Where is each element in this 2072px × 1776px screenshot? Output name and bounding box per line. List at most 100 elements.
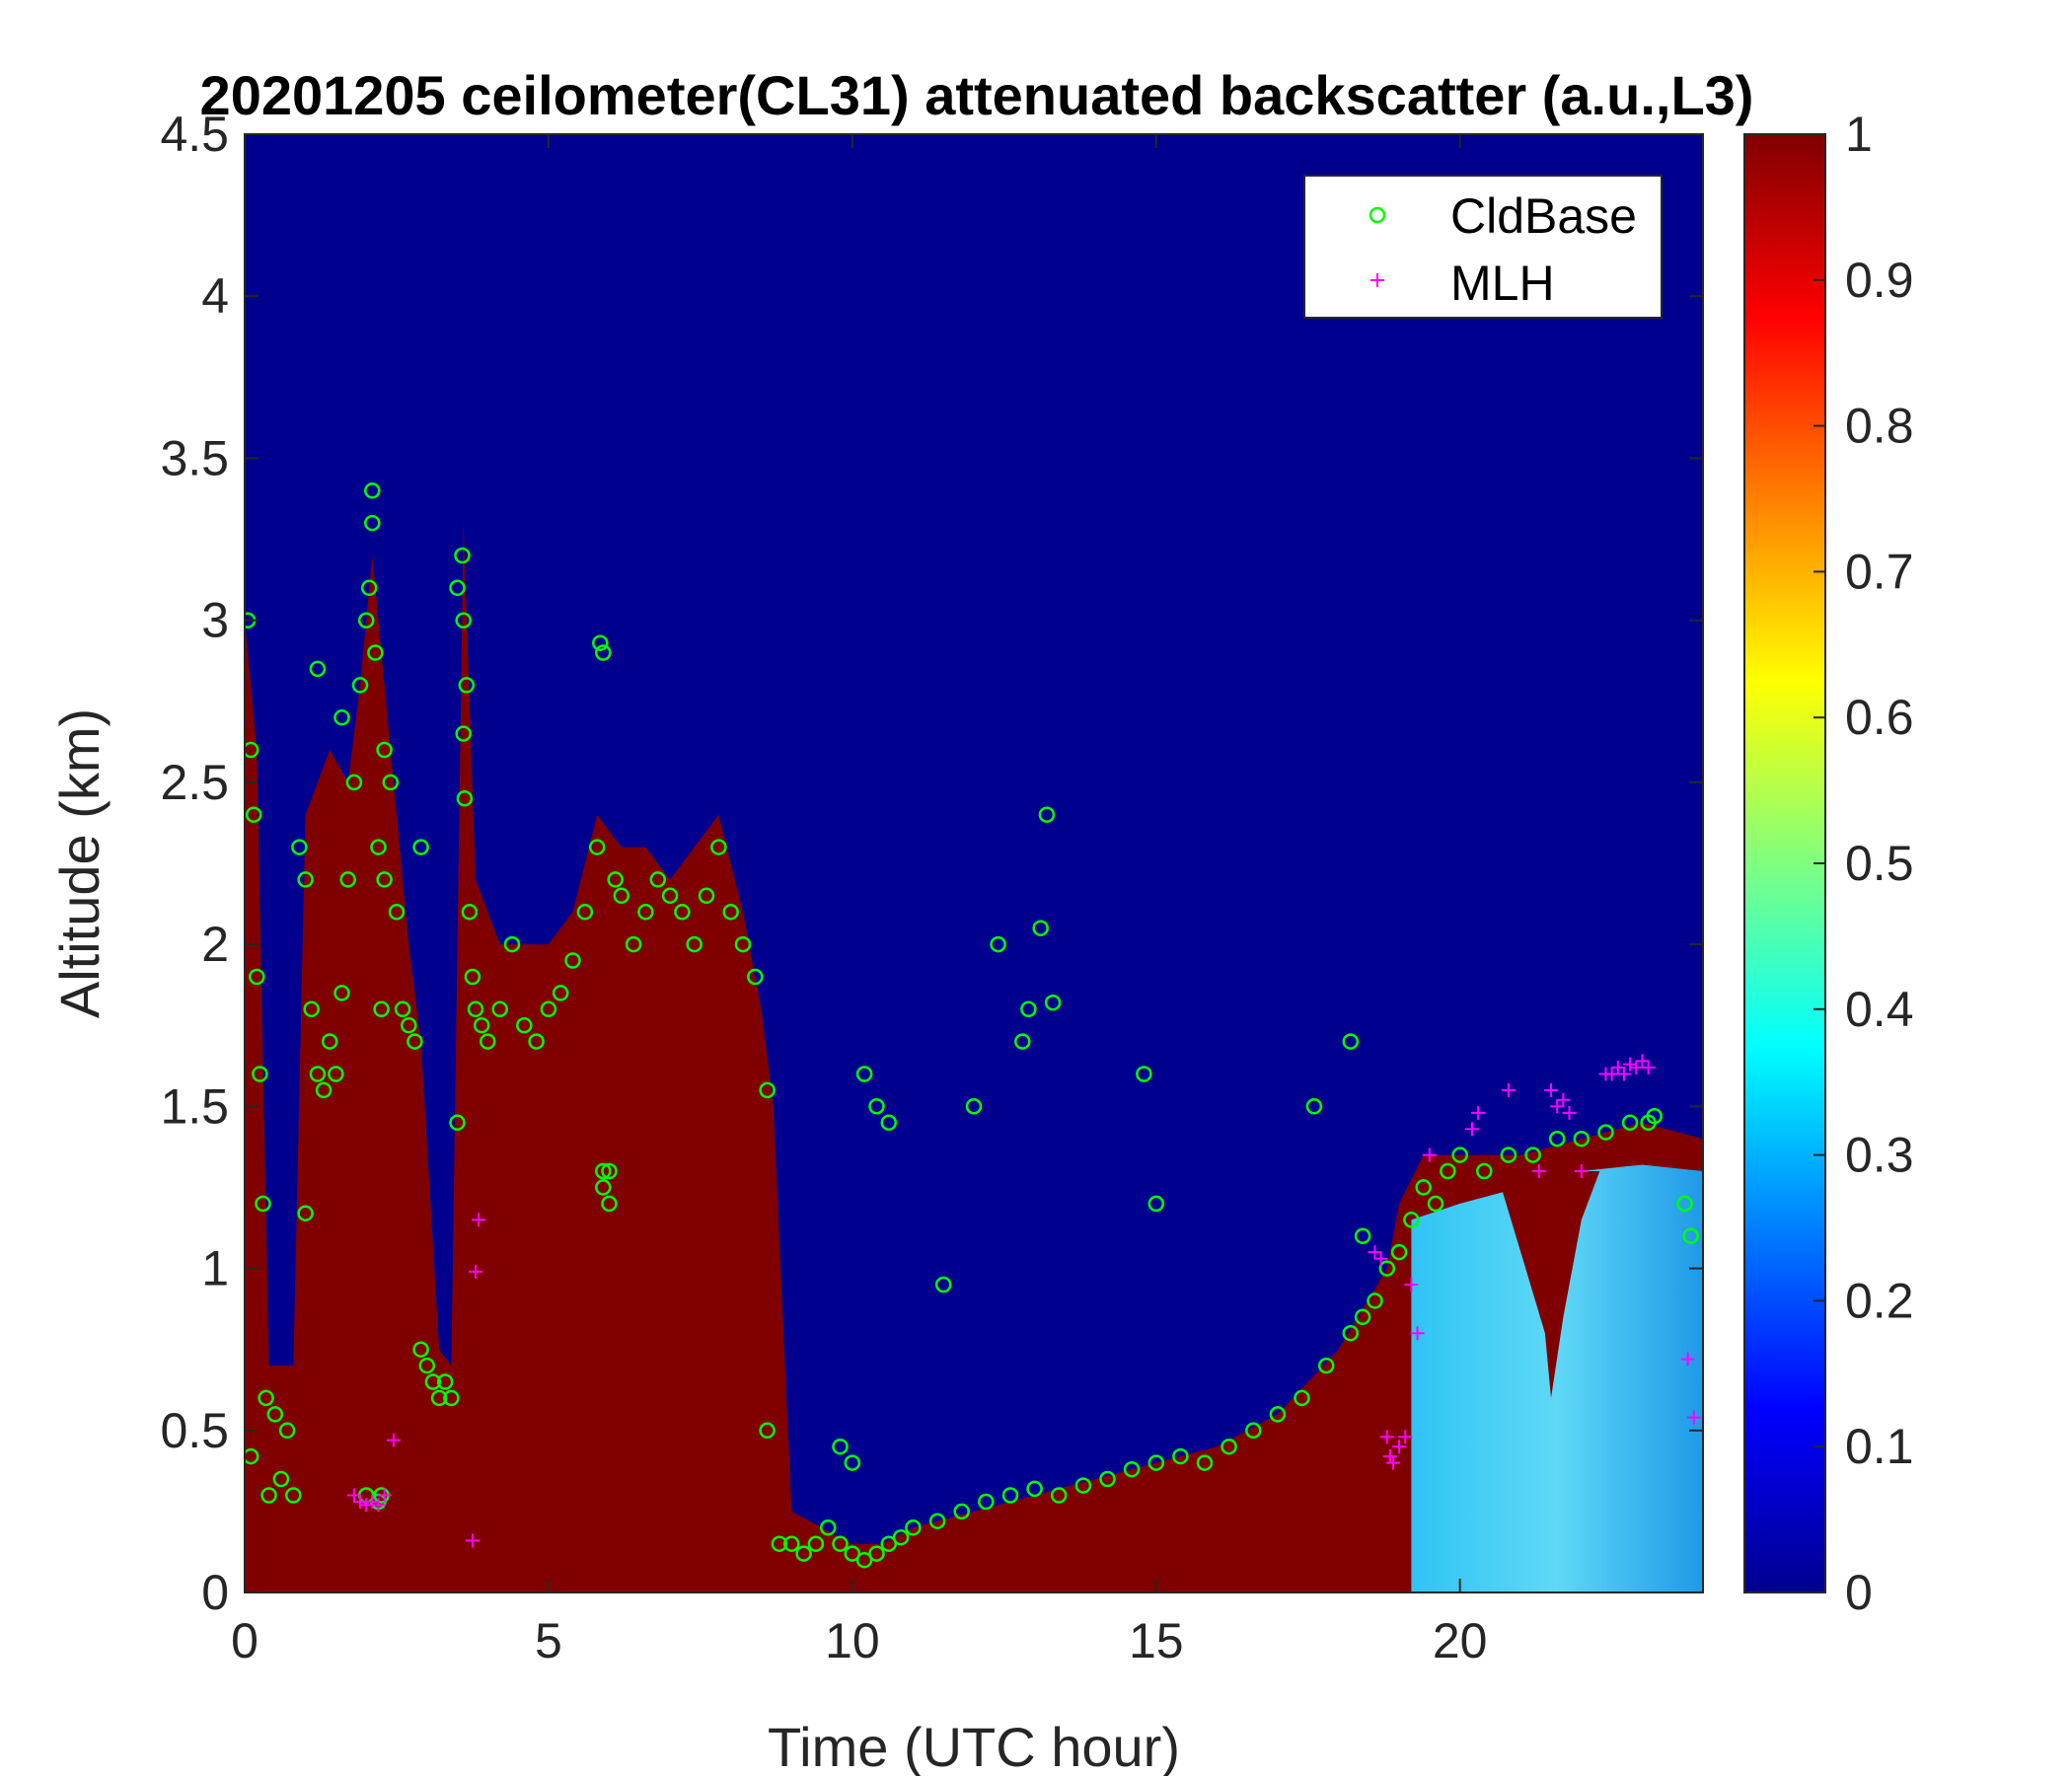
colorbar-tick-label: 0.6 bbox=[1845, 690, 1914, 745]
cldbase-point bbox=[449, 1114, 466, 1132]
cldbase-point bbox=[759, 1081, 776, 1099]
cloud-core bbox=[1496, 1171, 1600, 1398]
cldbase-point bbox=[1050, 1487, 1068, 1504]
cldbase-point bbox=[1147, 1195, 1165, 1213]
cldbase-point bbox=[245, 806, 262, 823]
cldbase-point bbox=[528, 1033, 545, 1050]
cldbase-point bbox=[412, 1341, 429, 1358]
mlh-point bbox=[1635, 1054, 1650, 1069]
cldbase-point bbox=[1044, 994, 1062, 1011]
x-axis-ticks: 0 5 10 15 20 bbox=[231, 134, 1487, 1668]
cldbase-point bbox=[1451, 1147, 1468, 1163]
cldbase-point bbox=[1415, 1179, 1432, 1196]
cldbase-point bbox=[747, 968, 764, 986]
cldbase-point bbox=[1317, 1357, 1335, 1374]
cldbase-point bbox=[309, 1066, 327, 1082]
cldbase-point bbox=[321, 1033, 338, 1050]
cldbase-point bbox=[588, 839, 606, 855]
legend: CldBase MLH bbox=[1303, 175, 1663, 319]
cldbase-point bbox=[370, 839, 387, 855]
cldbase-point bbox=[1123, 1460, 1141, 1478]
cldbase-point bbox=[291, 839, 308, 855]
legend-mlh-label: MLH bbox=[1450, 256, 1555, 311]
mlh-point bbox=[1422, 1147, 1437, 1162]
mlh-point bbox=[1398, 1430, 1413, 1444]
cldbase-point bbox=[1573, 1130, 1591, 1147]
colorbar-tick-label: 0.4 bbox=[1845, 982, 1914, 1037]
x-tick-label: 10 bbox=[825, 1613, 880, 1668]
cldbase-point bbox=[1026, 1480, 1043, 1498]
cldbase-point bbox=[1147, 1454, 1165, 1471]
cldbase-point bbox=[245, 741, 259, 759]
cldbase-point bbox=[855, 1551, 873, 1569]
y-tick-label: 4.5 bbox=[160, 107, 229, 162]
legend-cldbase-marker bbox=[1369, 206, 1386, 224]
cldbase-point bbox=[1676, 1195, 1693, 1213]
cldbase-point bbox=[1500, 1147, 1517, 1163]
series-mlh bbox=[346, 1054, 1701, 1548]
colorbar-tick-label: 0.8 bbox=[1845, 399, 1914, 454]
mlh-point bbox=[353, 1495, 368, 1510]
x-tick-label: 20 bbox=[1433, 1613, 1488, 1668]
mlh-point bbox=[365, 1495, 380, 1510]
legend-mlh-marker bbox=[1370, 273, 1384, 287]
cldbase-point bbox=[456, 790, 474, 807]
cldbase-point bbox=[1354, 1227, 1371, 1244]
cldbase-point bbox=[516, 1016, 533, 1034]
colorbar: 0 0.1 0.2 0.3 0.4 0.5 0.6 0.7 0.8 0.9 1 bbox=[1743, 107, 1914, 1620]
cldbase-point bbox=[364, 482, 381, 499]
cldbase-point bbox=[297, 871, 314, 888]
cldbase-point bbox=[595, 1162, 612, 1180]
cldbase-point bbox=[1427, 1195, 1444, 1213]
series-cldbase bbox=[245, 482, 1699, 1569]
cldbase-point bbox=[412, 839, 429, 855]
cldbase-point bbox=[1032, 920, 1049, 936]
mlh-point bbox=[1550, 1099, 1565, 1114]
cldbase-point bbox=[978, 1493, 995, 1511]
cldbase-point bbox=[595, 1179, 612, 1196]
cldbase-point bbox=[734, 935, 752, 953]
legend-box bbox=[1303, 175, 1663, 319]
mlh-point bbox=[1464, 1122, 1479, 1137]
cldbase-point bbox=[1646, 1107, 1663, 1125]
cldbase-point bbox=[328, 1066, 344, 1082]
cldbase-point bbox=[1367, 1293, 1383, 1309]
legend-cldbase-label: CldBase bbox=[1450, 188, 1637, 244]
x-tick-label: 15 bbox=[1129, 1613, 1184, 1668]
mlh-point bbox=[465, 1533, 480, 1548]
mlh-point bbox=[1604, 1067, 1619, 1081]
mlh-point bbox=[346, 1488, 361, 1503]
mlh-point bbox=[472, 1213, 486, 1227]
cldbase-point bbox=[576, 904, 594, 921]
mlh-point bbox=[1410, 1326, 1425, 1341]
cldbase-point bbox=[382, 774, 400, 791]
cldbase-point bbox=[503, 935, 521, 953]
cldbase-point bbox=[249, 968, 265, 986]
cldbase-point bbox=[458, 677, 476, 694]
cldbase-point bbox=[297, 1205, 314, 1221]
plot-frame bbox=[244, 133, 1704, 1593]
cldbase-point bbox=[540, 1000, 557, 1018]
colorbar-tick-label: 0.2 bbox=[1845, 1273, 1914, 1328]
cldbase-point bbox=[649, 871, 667, 888]
cldbase-point bbox=[855, 1066, 873, 1082]
mlh-point bbox=[1623, 1057, 1638, 1072]
mlh-point bbox=[377, 1488, 392, 1503]
cldbase-point bbox=[455, 612, 472, 629]
colorbar-tick-label: 0.7 bbox=[1845, 544, 1914, 599]
cldbase-point bbox=[564, 952, 581, 969]
cldbase-point bbox=[1196, 1454, 1214, 1471]
cldbase-point bbox=[819, 1519, 837, 1536]
cldbase-point bbox=[309, 660, 327, 678]
cldbase-point bbox=[607, 871, 624, 888]
cldbase-point bbox=[1269, 1406, 1287, 1423]
mlh-point bbox=[1556, 1092, 1571, 1107]
mlh-point bbox=[1392, 1440, 1407, 1454]
cldbase-point bbox=[260, 1487, 277, 1504]
cldbase-point bbox=[613, 887, 630, 905]
mlh-point bbox=[1373, 1251, 1388, 1266]
cldbase-point bbox=[464, 968, 481, 986]
colorbar-ticks: 0 0.1 0.2 0.3 0.4 0.5 0.6 0.7 0.8 0.9 1 bbox=[1813, 107, 1914, 1620]
cldbase-point bbox=[892, 1528, 910, 1546]
